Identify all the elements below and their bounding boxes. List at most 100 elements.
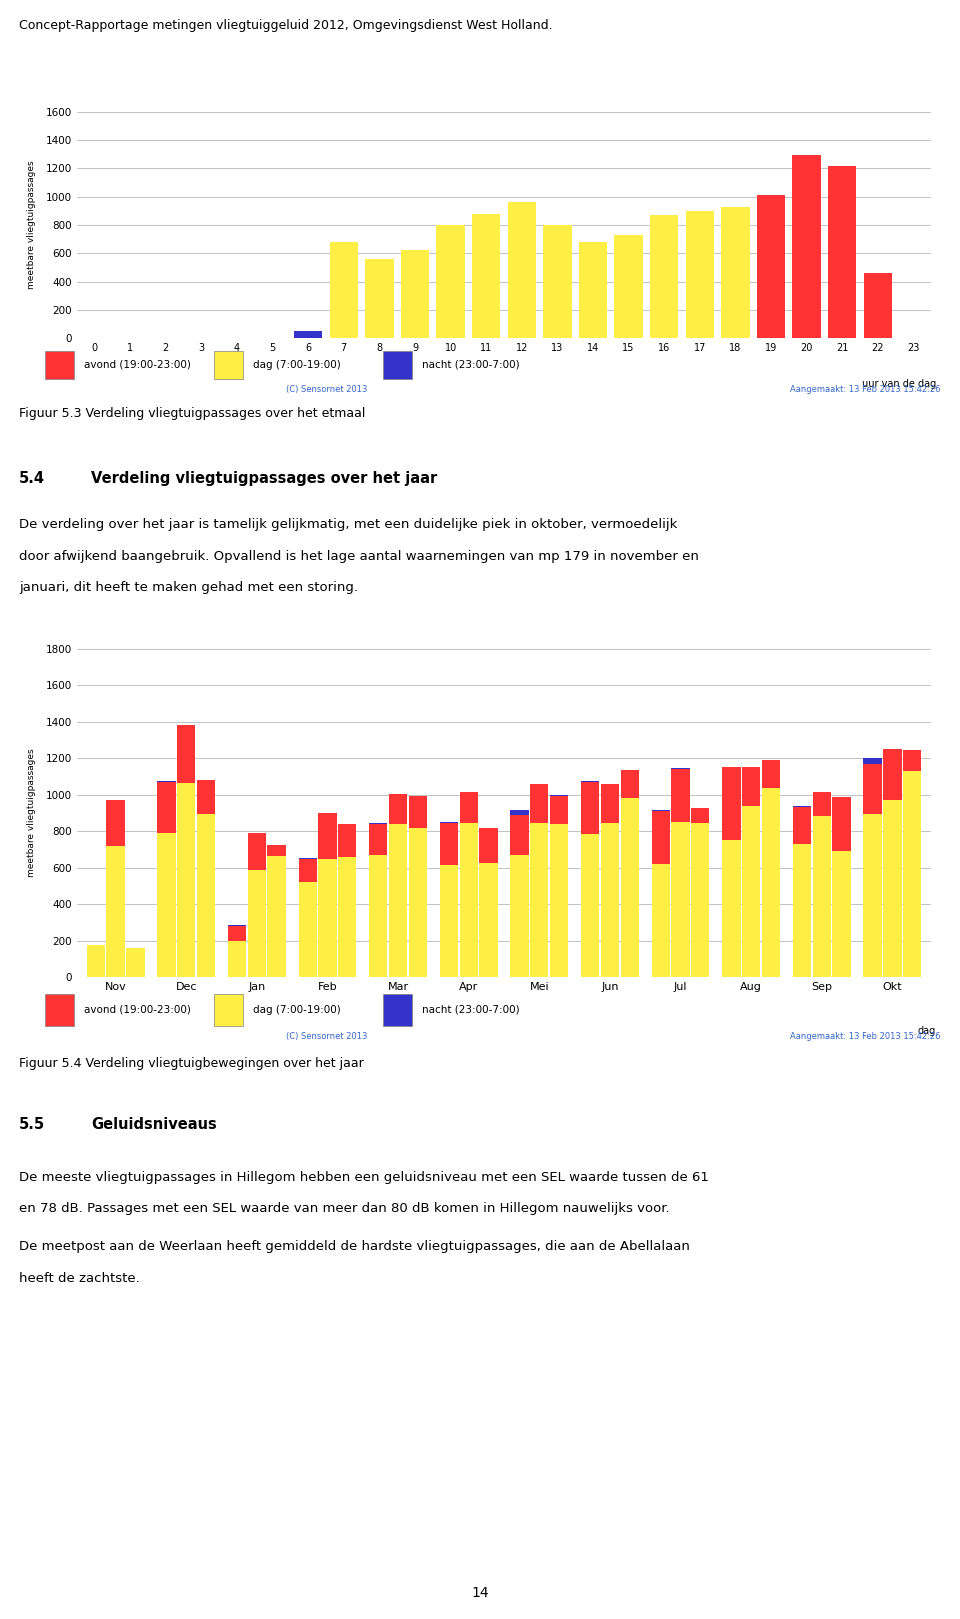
- Text: uur van de dag: uur van de dag: [862, 379, 936, 389]
- Bar: [793, 806, 811, 843]
- Text: meetbare vliegtuigpassages: meetbare vliegtuigpassages: [27, 748, 36, 877]
- Bar: [319, 813, 337, 858]
- Text: meetbare vliegtuigpassages: meetbare vliegtuigpassages: [27, 160, 36, 290]
- Bar: [479, 863, 497, 978]
- Text: Figuur 5.3 Verdeling vliegtuigpassages over het etmaal: Figuur 5.3 Verdeling vliegtuigpassages o…: [19, 406, 366, 421]
- Bar: [620, 798, 638, 978]
- Text: (C) Sensornet 2013: (C) Sensornet 2013: [286, 1033, 367, 1041]
- Bar: [338, 824, 356, 856]
- Text: 5.5: 5.5: [19, 1117, 45, 1132]
- Bar: [370, 824, 388, 855]
- Bar: [742, 806, 760, 978]
- Bar: [721, 207, 750, 338]
- Bar: [601, 784, 619, 822]
- Text: Verdeling vliegtuigpassages over het jaar: Verdeling vliegtuigpassages over het jaa…: [91, 471, 438, 486]
- Bar: [756, 196, 785, 338]
- Bar: [550, 795, 568, 824]
- Bar: [864, 274, 892, 338]
- Bar: [550, 824, 568, 978]
- Bar: [511, 811, 529, 814]
- Text: avond (19:00-23:00): avond (19:00-23:00): [84, 1005, 191, 1015]
- Bar: [508, 202, 536, 338]
- Bar: [389, 793, 407, 824]
- Bar: [832, 852, 851, 978]
- Bar: [863, 758, 882, 764]
- Bar: [691, 822, 709, 978]
- Text: 14: 14: [471, 1585, 489, 1600]
- Text: (mp179, mp203, mp246): (mp179, mp203, mp246): [413, 83, 552, 92]
- Bar: [365, 259, 394, 338]
- Text: dag (7:00-19:00): dag (7:00-19:00): [253, 1005, 341, 1015]
- Bar: [793, 843, 811, 978]
- Text: (C) Sensornet 2013: (C) Sensornet 2013: [286, 385, 367, 393]
- Bar: [440, 865, 458, 978]
- Bar: [742, 767, 760, 806]
- Bar: [294, 332, 323, 338]
- Bar: [400, 251, 429, 338]
- Text: (mp179, mp203, mp246): (mp179, mp203, mp246): [413, 620, 552, 630]
- Bar: [329, 241, 358, 338]
- Bar: [107, 800, 125, 847]
- Bar: [177, 725, 196, 784]
- Bar: [370, 855, 388, 978]
- Bar: [511, 814, 529, 855]
- Text: avond (19:00-23:00): avond (19:00-23:00): [84, 359, 191, 369]
- FancyBboxPatch shape: [383, 351, 412, 379]
- Text: De meeste vliegtuigpassages in Hillegom hebben een geluidsniveau met een SEL waa: De meeste vliegtuigpassages in Hillegom …: [19, 1171, 709, 1183]
- Bar: [248, 869, 266, 978]
- Bar: [685, 210, 714, 338]
- Bar: [543, 225, 571, 338]
- Bar: [530, 822, 548, 978]
- Text: Figuur 5.4 Verdeling vliegtuigbewegingen over het jaar: Figuur 5.4 Verdeling vliegtuigbewegingen…: [19, 1057, 364, 1070]
- Bar: [268, 856, 286, 978]
- FancyBboxPatch shape: [214, 994, 243, 1026]
- Text: Aangemaakt: 13 Feb 2013 15:42:26: Aangemaakt: 13 Feb 2013 15:42:26: [790, 1033, 941, 1041]
- Text: Verdeling van vliegtuigpassages over het etmaal November 2011 - November 2012: Verdeling van vliegtuigpassages over het…: [190, 47, 775, 60]
- Bar: [671, 822, 689, 978]
- Bar: [903, 771, 922, 978]
- Bar: [440, 822, 458, 865]
- Bar: [389, 824, 407, 978]
- Bar: [828, 167, 856, 338]
- Text: nacht (23:00-7:00): nacht (23:00-7:00): [422, 359, 519, 369]
- Bar: [579, 241, 608, 338]
- Bar: [86, 944, 105, 978]
- Bar: [530, 784, 548, 822]
- Bar: [511, 855, 529, 978]
- FancyBboxPatch shape: [214, 351, 243, 379]
- Bar: [338, 856, 356, 978]
- Text: nacht (23:00-7:00): nacht (23:00-7:00): [422, 1005, 519, 1015]
- Bar: [581, 782, 599, 834]
- Text: dag: dag: [918, 1026, 936, 1036]
- Bar: [460, 822, 478, 978]
- Bar: [601, 822, 619, 978]
- Bar: [228, 926, 247, 941]
- Bar: [472, 214, 500, 338]
- Bar: [268, 845, 286, 856]
- Bar: [299, 882, 317, 978]
- Bar: [460, 792, 478, 822]
- Bar: [650, 215, 679, 338]
- Bar: [437, 225, 465, 338]
- Text: Geluidsniveaus: Geluidsniveaus: [91, 1117, 217, 1132]
- Bar: [863, 764, 882, 814]
- Text: Aangemaakt: 13 Feb 2013 15:42:26: Aangemaakt: 13 Feb 2013 15:42:26: [790, 385, 941, 393]
- Bar: [614, 235, 643, 338]
- Bar: [177, 784, 196, 978]
- Text: Verdeling van vliegtuigpassages van November 2011 - November 2012: Verdeling van vliegtuigpassages van Nove…: [233, 583, 732, 596]
- Bar: [812, 792, 831, 816]
- Text: 5.4: 5.4: [19, 471, 45, 486]
- Bar: [691, 808, 709, 822]
- FancyBboxPatch shape: [44, 994, 74, 1026]
- Text: Concept-Rapportage metingen vliegtuiggeluid 2012, Omgevingsdienst West Holland.: Concept-Rapportage metingen vliegtuiggel…: [19, 18, 553, 32]
- Bar: [761, 761, 780, 787]
- Bar: [581, 834, 599, 978]
- Bar: [652, 811, 670, 865]
- Bar: [299, 858, 317, 882]
- Bar: [832, 797, 851, 852]
- Bar: [479, 827, 497, 863]
- Text: De meetpost aan de Weerlaan heeft gemiddeld de hardste vliegtuigpassages, die aa: De meetpost aan de Weerlaan heeft gemidd…: [19, 1240, 690, 1253]
- Bar: [107, 847, 125, 978]
- Bar: [197, 780, 215, 814]
- Bar: [792, 155, 821, 338]
